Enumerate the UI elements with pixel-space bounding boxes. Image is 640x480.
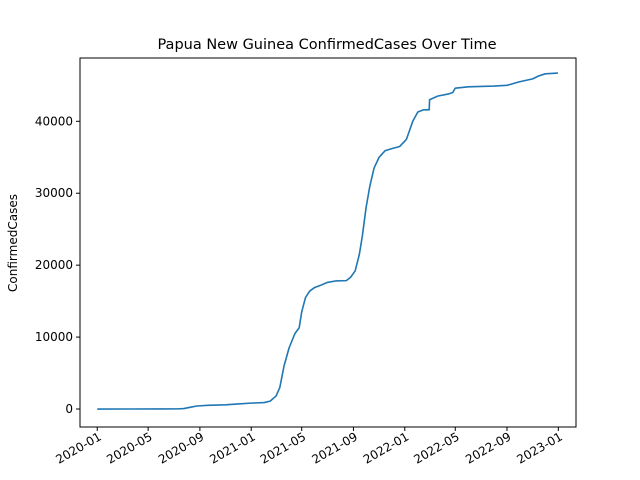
y-tick-label: 20000 [35, 258, 73, 272]
y-axis-label: ConfirmedCases [6, 194, 20, 292]
series-line-confirmedcases [97, 72, 558, 410]
chart-title: Papua New Guinea ConfirmedCases Over Tim… [157, 37, 496, 53]
y-tick-label: 40000 [35, 114, 73, 128]
y-tick-label: 0 [65, 402, 73, 416]
y-tick-label: 10000 [35, 330, 73, 344]
y-tick-label: 30000 [35, 186, 73, 200]
axes-frame [79, 57, 577, 428]
